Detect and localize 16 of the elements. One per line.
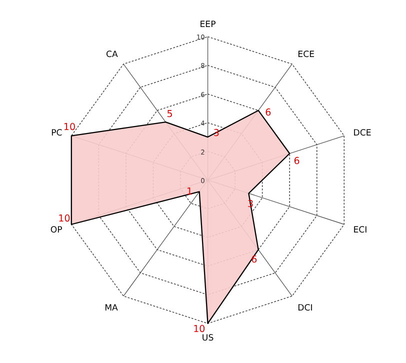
spoke-label: US	[202, 334, 214, 344]
spoke-label: ECE	[298, 50, 315, 60]
spoke-label: DCE	[353, 128, 372, 138]
spoke-label: CA	[106, 50, 118, 60]
spoke-label: DCI	[298, 304, 313, 314]
spoke-label: MA	[104, 304, 118, 314]
data-label: 6	[294, 156, 300, 168]
data-label: 5	[166, 108, 173, 120]
data-label: 10	[58, 213, 70, 224]
data-label: 6	[251, 254, 258, 266]
data-label: 6	[265, 107, 272, 118]
data-label: 10	[63, 122, 76, 133]
spoke-label: PC	[51, 128, 62, 138]
spoke-label: OP	[50, 225, 62, 236]
spoke-label: EEP	[200, 20, 216, 30]
spoke-label: ECI	[353, 225, 368, 236]
